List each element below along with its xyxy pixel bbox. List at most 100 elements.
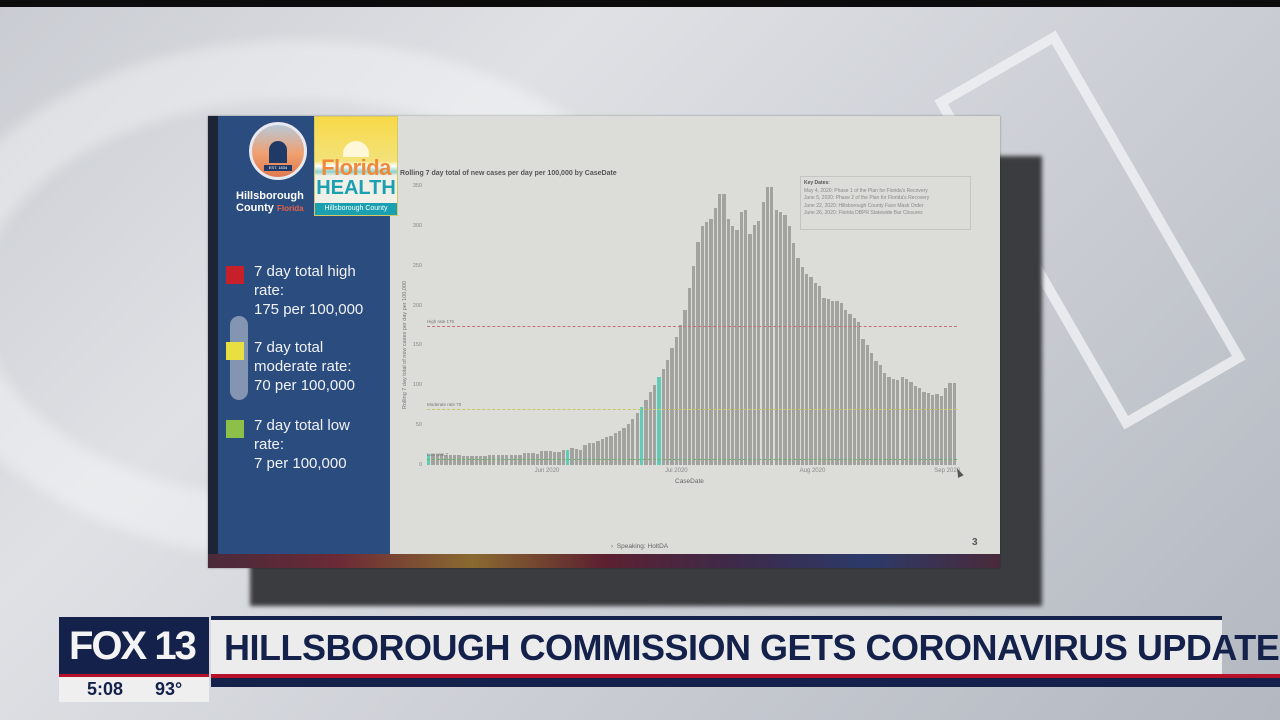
chart-bar[interactable] [831, 300, 835, 465]
chart-bar[interactable] [891, 378, 896, 465]
chart-bar[interactable] [800, 267, 804, 465]
chart-bar[interactable] [948, 382, 952, 465]
chart-bar[interactable] [809, 276, 813, 465]
chart-bar[interactable] [709, 219, 713, 465]
chart-bar[interactable] [930, 394, 935, 465]
chart-bar[interactable] [466, 456, 470, 465]
chart-bar[interactable] [896, 379, 900, 465]
chart-bar[interactable] [665, 359, 670, 465]
chart-bar[interactable] [778, 212, 783, 465]
chart-bar[interactable] [548, 450, 552, 465]
chart-bar[interactable] [683, 309, 687, 465]
chart-bar[interactable] [622, 427, 626, 465]
chart-bar[interactable] [783, 214, 787, 465]
chart-bar[interactable] [713, 208, 718, 465]
chart-bar[interactable] [813, 283, 817, 465]
chart-bar[interactable] [592, 443, 596, 465]
chart-bar[interactable] [596, 441, 600, 465]
chart-bar[interactable] [566, 449, 570, 465]
chart-bar[interactable] [539, 451, 544, 465]
chart-bar[interactable] [583, 445, 587, 465]
chart-bar[interactable] [461, 456, 466, 465]
chart-bar[interactable] [731, 225, 735, 465]
chart-bar[interactable] [574, 449, 578, 465]
chart-bar[interactable] [922, 392, 926, 465]
chart-bar[interactable] [909, 382, 913, 465]
chart-bar[interactable] [817, 285, 822, 465]
chart-bar[interactable] [839, 303, 843, 465]
chart-bar[interactable] [552, 452, 557, 465]
chart-bar[interactable] [557, 452, 561, 465]
chart-bar[interactable] [526, 453, 531, 465]
chart-bar[interactable] [700, 225, 704, 465]
chart-bar[interactable] [544, 450, 548, 465]
chart-bar[interactable] [865, 345, 870, 465]
chart-bar[interactable] [687, 288, 691, 465]
chart-bar[interactable] [826, 299, 830, 465]
chart-bar[interactable] [718, 193, 722, 465]
chart-bar[interactable] [661, 369, 665, 465]
chart-bar[interactable] [844, 309, 848, 465]
chart-bar[interactable] [913, 386, 917, 465]
chart-bar[interactable] [705, 221, 709, 465]
chart-bar[interactable] [648, 392, 652, 465]
chart-bar[interactable] [848, 313, 852, 465]
chart-bar[interactable] [600, 438, 605, 465]
chart-bar[interactable] [722, 193, 726, 465]
chart-bar[interactable] [757, 221, 761, 465]
chart-bar[interactable] [787, 225, 791, 465]
chart-bar[interactable] [900, 377, 904, 465]
chart-bar[interactable] [474, 456, 479, 465]
chart-bar[interactable] [887, 377, 891, 465]
chart-bar[interactable] [579, 449, 583, 465]
chart-bar[interactable] [904, 378, 909, 465]
chart-bar[interactable] [735, 229, 739, 465]
chart-bar[interactable] [605, 437, 609, 465]
chart-bar[interactable] [531, 453, 535, 465]
chart-bar[interactable] [644, 399, 648, 465]
chart-bar[interactable] [613, 433, 618, 465]
chart-bar[interactable] [748, 233, 752, 465]
chart-bar[interactable] [774, 209, 778, 465]
chart-bar[interactable] [822, 297, 826, 465]
chart-bar[interactable] [943, 387, 948, 465]
chart-bar[interactable] [522, 453, 526, 465]
chart-bar[interactable] [626, 423, 631, 465]
chart-bar[interactable] [861, 339, 865, 465]
chart-bar[interactable] [739, 211, 744, 465]
chart-bar[interactable] [791, 243, 796, 465]
chart-bar[interactable] [883, 373, 887, 465]
chart-bar[interactable] [878, 365, 883, 465]
chart-bar[interactable] [726, 219, 731, 465]
chart-bar[interactable] [952, 382, 956, 465]
chart-bar[interactable] [852, 317, 857, 465]
chart-bar[interactable] [696, 241, 700, 465]
chart-bar[interactable] [804, 273, 809, 465]
chart-bar[interactable] [570, 448, 574, 465]
chart-bar[interactable] [917, 388, 922, 465]
chart-bar[interactable] [618, 430, 622, 465]
chart-bar[interactable] [479, 456, 483, 465]
chart-bar[interactable] [678, 324, 683, 465]
chart-bar[interactable] [670, 347, 674, 465]
chart-bar[interactable] [939, 395, 943, 465]
chart-bar[interactable] [587, 443, 592, 465]
chart-bar[interactable] [674, 337, 678, 465]
chart-bar[interactable] [483, 456, 487, 465]
chart-bar[interactable] [926, 393, 930, 465]
chart-bar[interactable] [657, 377, 661, 465]
chart-bar[interactable] [609, 435, 613, 465]
chart-bar[interactable] [935, 394, 939, 465]
chart-bar[interactable] [835, 300, 839, 465]
chart-bar[interactable] [470, 456, 474, 465]
chart-bar[interactable] [796, 257, 800, 465]
chart-bar[interactable] [874, 361, 878, 465]
chart-bar[interactable] [752, 225, 757, 465]
chart-bar[interactable] [652, 385, 657, 465]
chart-bar[interactable] [631, 418, 635, 465]
chart-bar[interactable] [639, 406, 644, 465]
chart-bar[interactable] [744, 209, 748, 465]
chart-bar[interactable] [857, 321, 861, 465]
chart-bar[interactable] [561, 449, 565, 465]
chart-bar[interactable] [692, 265, 696, 465]
